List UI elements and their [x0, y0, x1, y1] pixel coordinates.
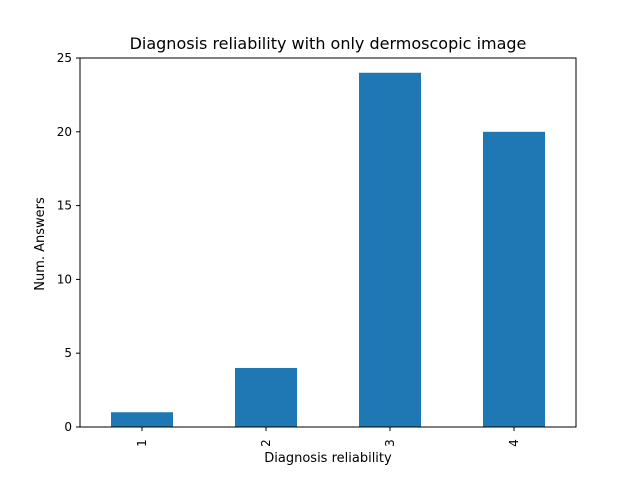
x-tick-label: 2	[259, 439, 273, 447]
y-tick-label: 0	[64, 420, 72, 434]
bars-group	[111, 72, 545, 428]
plot-frame	[79, 57, 577, 428]
y-tick-label: 5	[64, 346, 72, 360]
bar-3	[359, 72, 421, 427]
y-tick-label: 25	[57, 51, 72, 65]
y-axis-label: Num. Answers	[33, 197, 48, 291]
x-axis-label: Diagnosis reliability	[264, 451, 392, 466]
y-tick-label: 10	[57, 272, 72, 286]
x-axis: 1 2 3 4	[135, 427, 521, 447]
y-axis: 0 5 10 15 20 25	[57, 51, 80, 434]
y-tick-label: 15	[57, 199, 72, 213]
x-tick-label: 3	[383, 439, 397, 447]
y-tick-label: 20	[57, 125, 72, 139]
bar-4	[483, 131, 545, 428]
bar-1	[111, 412, 173, 427]
x-tick-label: 1	[135, 439, 149, 447]
x-tick-label: 4	[507, 439, 521, 447]
chart-title: Diagnosis reliability with only dermosco…	[130, 34, 527, 53]
bar-2	[235, 367, 297, 427]
